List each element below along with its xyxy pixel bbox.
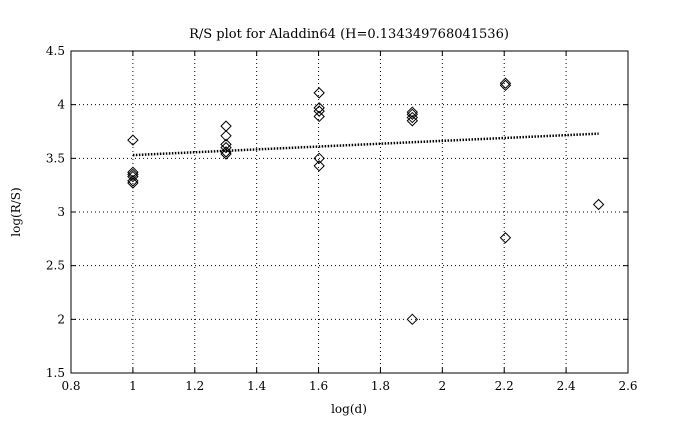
y-axis-label: log(R/S) bbox=[9, 187, 23, 236]
y-tick-label: 4.5 bbox=[46, 44, 65, 58]
data-point-diamond bbox=[127, 134, 139, 146]
y-tick-label: 2 bbox=[57, 312, 65, 326]
data-point-diamond bbox=[220, 146, 232, 158]
data-point-diamond bbox=[127, 177, 139, 189]
y-tick-label: 1.5 bbox=[46, 366, 65, 380]
plot-area-frame bbox=[70, 50, 629, 374]
x-tick-label: 1 bbox=[129, 379, 137, 393]
chart-title: R/S plot for Aladdin64 (H=0.134349768041… bbox=[189, 27, 509, 42]
y-tick-label: 2.5 bbox=[46, 259, 65, 273]
data-point-diamond bbox=[127, 170, 139, 183]
x-tick-label: 2.2 bbox=[495, 379, 514, 393]
data-point-diamond bbox=[499, 79, 512, 92]
data-point-diamond bbox=[313, 152, 325, 165]
data-point-diamond bbox=[406, 108, 419, 121]
y-tick-label: 3 bbox=[57, 205, 65, 219]
grid-lines bbox=[71, 51, 628, 373]
data-point-diamond bbox=[406, 111, 419, 124]
data-point-diamond bbox=[313, 102, 325, 114]
data-point-diamond bbox=[499, 77, 512, 89]
data-point-diamond bbox=[220, 148, 232, 160]
data-point-diamond bbox=[592, 198, 605, 211]
x-tick-label: 2.4 bbox=[557, 379, 576, 393]
x-tick-label: 1.2 bbox=[185, 379, 204, 393]
data-point-diamond bbox=[313, 105, 325, 117]
x-tick-label: 1.6 bbox=[309, 379, 328, 393]
data-point-diamond bbox=[127, 175, 139, 187]
y-axis-ticks: 1.5 2 2.5 3 3.5 4 4.5 bbox=[46, 44, 628, 380]
x-tick-label: 2 bbox=[439, 379, 447, 393]
x-axis-label: log(d) bbox=[331, 402, 367, 416]
x-tick-label: 1.8 bbox=[371, 379, 390, 393]
data-point-diamond bbox=[313, 160, 325, 172]
x-tick-label: 2.6 bbox=[618, 379, 637, 393]
data-marks bbox=[127, 77, 605, 326]
y-tick-label: 4 bbox=[57, 98, 65, 112]
data-point-diamond bbox=[127, 166, 139, 178]
data-point-diamond bbox=[220, 130, 232, 142]
data-point-diamond bbox=[406, 106, 419, 118]
y-tick-label: 3.5 bbox=[46, 151, 65, 165]
data-point-diamond bbox=[220, 120, 232, 132]
x-tick-label: 1.4 bbox=[247, 379, 266, 393]
fit-line bbox=[132, 132, 599, 157]
data-point-diamond bbox=[406, 115, 419, 127]
data-point-diamond bbox=[313, 110, 325, 123]
data-point-diamond bbox=[406, 313, 419, 326]
data-point-diamond bbox=[127, 168, 139, 181]
x-axis-ticks: 0.8 1 1.2 1.4 1.6 1.8 2 2.2 2.4 2.6 bbox=[61, 51, 638, 393]
data-point-diamond bbox=[499, 232, 512, 244]
data-point-diamond bbox=[220, 141, 232, 154]
x-tick-label: 0.8 bbox=[61, 379, 80, 393]
data-point-diamond bbox=[313, 87, 325, 99]
